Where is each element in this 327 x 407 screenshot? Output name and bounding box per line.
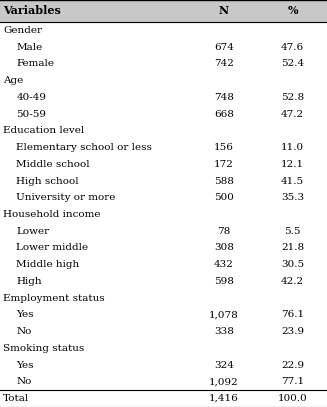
Text: 52.4: 52.4 [281,59,304,68]
Text: 742: 742 [214,59,234,68]
Text: 1,416: 1,416 [209,394,239,403]
Text: Elementary school or less: Elementary school or less [16,143,152,152]
Text: 1,092: 1,092 [209,377,239,386]
Text: 674: 674 [214,43,234,52]
Text: 50-59: 50-59 [16,109,46,118]
Text: 172: 172 [214,160,234,169]
Text: Gender: Gender [3,26,42,35]
Text: Yes: Yes [16,361,34,370]
Text: Middle high: Middle high [16,260,79,269]
Text: University or more: University or more [16,193,116,202]
Text: 41.5: 41.5 [281,177,304,186]
Text: Total: Total [3,394,29,403]
Text: 338: 338 [214,327,234,336]
Text: 77.1: 77.1 [281,377,304,386]
Text: 5.5: 5.5 [284,227,301,236]
Text: 100.0: 100.0 [278,394,307,403]
Text: 156: 156 [214,143,234,152]
Text: Yes: Yes [16,311,34,319]
Text: 52.8: 52.8 [281,93,304,102]
Text: 308: 308 [214,243,234,252]
Text: 12.1: 12.1 [281,160,304,169]
Text: 324: 324 [214,361,234,370]
Text: 748: 748 [214,93,234,102]
Bar [0,0,327,22]
Text: Household income: Household income [3,210,101,219]
Text: 35.3: 35.3 [281,193,304,202]
Text: Smoking status: Smoking status [3,344,84,353]
Text: Education level: Education level [3,126,84,135]
Text: Middle school: Middle school [16,160,90,169]
Text: 42.2: 42.2 [281,277,304,286]
Text: 47.6: 47.6 [281,43,304,52]
Text: High: High [16,277,42,286]
Text: 21.8: 21.8 [281,243,304,252]
Text: 22.9: 22.9 [281,361,304,370]
Text: Male: Male [16,43,43,52]
Text: 432: 432 [214,260,234,269]
Text: 23.9: 23.9 [281,327,304,336]
Text: 30.5: 30.5 [281,260,304,269]
Text: Lower middle: Lower middle [16,243,89,252]
Text: 1,078: 1,078 [209,311,239,319]
Text: 588: 588 [214,177,234,186]
Text: 47.2: 47.2 [281,109,304,118]
Text: No: No [16,377,32,386]
Text: Employment status: Employment status [3,294,105,303]
Text: Lower: Lower [16,227,49,236]
Text: High school: High school [16,177,79,186]
Text: Variables: Variables [3,5,61,17]
Text: 76.1: 76.1 [281,311,304,319]
Text: No: No [16,327,32,336]
Text: Female: Female [16,59,54,68]
Text: 500: 500 [214,193,234,202]
Text: 78: 78 [217,227,231,236]
Text: Age: Age [3,76,24,85]
Text: 668: 668 [214,109,234,118]
Text: %: % [287,5,298,17]
Text: 40-49: 40-49 [16,93,46,102]
Text: N: N [219,5,229,17]
Text: 598: 598 [214,277,234,286]
Text: 11.0: 11.0 [281,143,304,152]
